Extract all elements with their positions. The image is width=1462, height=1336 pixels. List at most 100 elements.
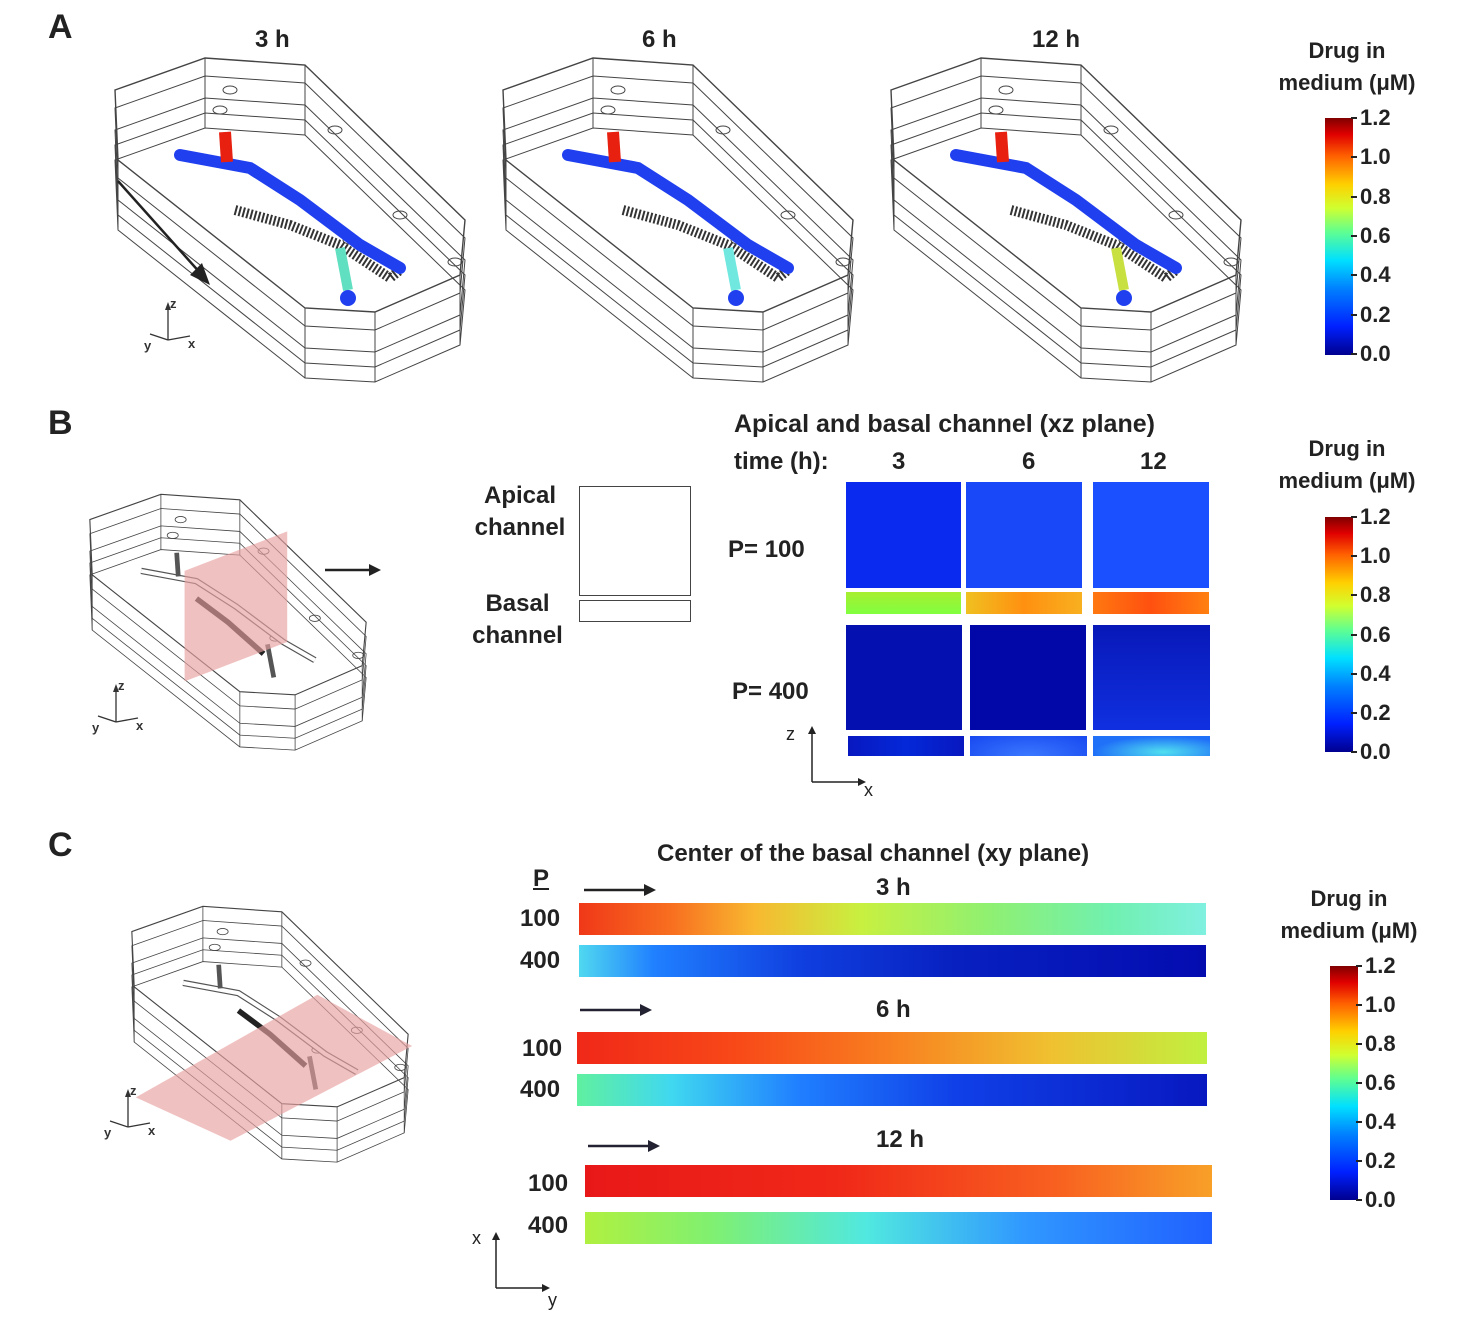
colorbar-c [1330, 966, 1358, 1200]
row-label-400: 400 [520, 1076, 561, 1103]
time-6: 6 [1022, 448, 1036, 475]
cut-plane [184, 531, 288, 682]
group-time-6h: 6 h [876, 996, 911, 1023]
xz-title: Apical and basal channel (xz plane) [734, 410, 1155, 438]
colorbar-title-a: Drug in medium (μM) [1278, 38, 1416, 95]
colorbar-tick-label: 1.2 [1351, 504, 1391, 529]
xy-bar-3h-p100 [579, 903, 1206, 935]
flow-arrow-icon [584, 884, 656, 896]
axis-x-label: x [864, 780, 873, 800]
colorbar-tick-label: 0.0 [1351, 340, 1391, 366]
time-label-6h: 6 h [642, 26, 677, 53]
panel-label-c: C [48, 826, 73, 864]
xz-apical-p100-12h [1093, 482, 1209, 588]
xy-bar-12h-p100 [585, 1165, 1212, 1197]
xz-basal-p400-6h [970, 736, 1087, 756]
cut-plane [135, 994, 413, 1141]
xz-basal-p100-3h [846, 592, 961, 614]
xz-apical-p400-3h [846, 625, 962, 730]
flow-arrow-icon [588, 1140, 660, 1152]
time-axis-label: time (h): [734, 448, 829, 475]
xy-bar-6h-p100 [577, 1032, 1207, 1064]
time-label-3h: 3 h [255, 26, 290, 53]
colorbar-tick-label: 1.0 [1351, 144, 1391, 170]
xz-apical-p400-12h [1093, 625, 1210, 730]
group-time-3h: 3 h [876, 874, 911, 901]
xz-apical-p100-3h [846, 482, 961, 588]
row-label-100: 100 [520, 905, 561, 932]
axes-triad-icon: z y x [144, 296, 196, 353]
device-3d-6h [502, 57, 854, 383]
xz-apical-p100-6h [966, 482, 1082, 588]
xy-bar-6h-p400 [577, 1074, 1207, 1106]
colorbar-tick-label: 0.2 [1351, 301, 1391, 327]
device-xz-plane [89, 493, 367, 751]
time-3: 3 [892, 448, 906, 475]
xz-basal-p400-12h [1093, 736, 1210, 756]
axis-z-label: z [170, 296, 177, 311]
axes-triad-icon: z y x [104, 1083, 156, 1140]
colorbar-tick-label: 0.6 [1351, 621, 1391, 647]
axis-y-label: y [104, 1125, 112, 1140]
colorbar-b [1325, 517, 1353, 752]
colorbar-tick-label: 0.4 [1351, 660, 1391, 686]
xy-title: Center of the basal channel (xy plane) [657, 840, 1090, 867]
xz-basal-p100-12h [1093, 592, 1209, 614]
colorbar-tick-label: 0.8 [1356, 1031, 1396, 1056]
xz-basal-p400-3h [848, 736, 964, 756]
colorbar-tick-label: 0.8 [1351, 582, 1391, 608]
colorbar-tick-label: 0.0 [1356, 1187, 1396, 1212]
apical-channel-label: Apical channel [474, 482, 566, 541]
colorbar-tick-label: 0.4 [1356, 1109, 1396, 1134]
xz-basal-p100-6h [966, 592, 1082, 614]
p-header: P [533, 865, 550, 892]
device-3d-3h [114, 57, 466, 383]
time-label-12h: 12 h [1032, 26, 1081, 53]
colorbar-tick-label: 0.2 [1351, 700, 1391, 725]
row-label-400: 400 [528, 1212, 569, 1239]
axes-triad-icon: z y x [92, 678, 144, 735]
row-label-p100: P= 100 [728, 536, 805, 563]
row-label-100: 100 [528, 1170, 569, 1197]
group-time-12h: 12 h [876, 1126, 925, 1153]
axis-y-label: y [92, 720, 100, 735]
panel-label-b: B [48, 404, 73, 442]
colorbar-tick-label: 0.6 [1351, 222, 1391, 248]
axis-z-label: z [118, 678, 125, 693]
row-label-100: 100 [522, 1035, 563, 1062]
axis-y-label: y [144, 338, 152, 353]
panel-label-a: A [48, 8, 73, 46]
colorbar-tick-label: 0.0 [1351, 739, 1391, 765]
axis-x-label: x [472, 1228, 481, 1248]
colorbar-tick-label: 0.2 [1356, 1148, 1396, 1173]
xy-bar-3h-p400 [579, 945, 1206, 977]
colorbar-title-b: Drug in medium (μM) [1278, 436, 1416, 493]
axes-zx-icon [808, 726, 866, 786]
basal-channel-label: Basal channel [472, 590, 563, 649]
colorbar-tick-label: 1.2 [1356, 953, 1396, 978]
axis-y-label: y [548, 1290, 557, 1310]
xy-bar-12h-p400 [585, 1212, 1212, 1244]
xz-apical-p400-6h [970, 625, 1086, 730]
colorbar-title-c: Drug in medium (μM) [1280, 886, 1418, 943]
axis-z-label: z [130, 1083, 137, 1098]
time-12: 12 [1140, 448, 1167, 475]
axis-x-label: x [188, 336, 196, 351]
apical-channel-box [579, 486, 691, 596]
axis-x-label: x [148, 1123, 156, 1138]
axes-xy-icon [492, 1232, 550, 1292]
colorbar-tick-label: 0.8 [1351, 183, 1391, 209]
basal-channel-box [579, 600, 691, 622]
colorbar-tick-label: 0.4 [1351, 262, 1391, 288]
colorbar-tick-label: 1.2 [1351, 105, 1391, 130]
colorbar-a [1325, 118, 1353, 355]
axis-x-label: x [136, 718, 144, 733]
row-label-400: 400 [520, 947, 561, 974]
arrow-right-icon [325, 564, 381, 576]
row-label-p400: P= 400 [732, 678, 809, 705]
axis-z-label: z [786, 724, 795, 744]
colorbar-tick-label: 0.6 [1356, 1070, 1396, 1095]
colorbar-tick-label: 1.0 [1356, 992, 1396, 1017]
device-3d-12h [890, 57, 1242, 383]
